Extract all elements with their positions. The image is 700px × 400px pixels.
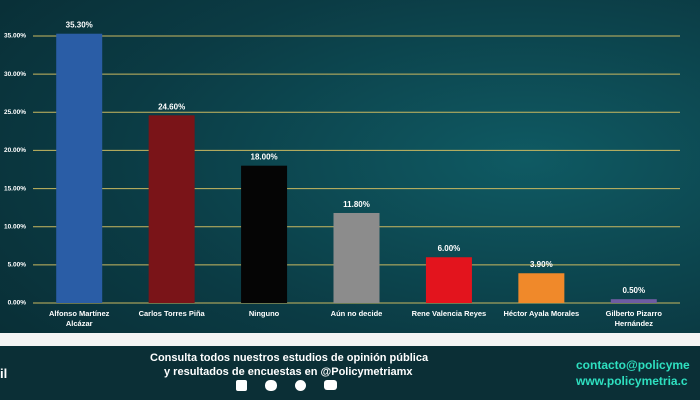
bar [518, 273, 565, 303]
y-tick-label: 20.00% [4, 147, 26, 154]
x-tick-label: Gilberto Pizarro Hernández [605, 309, 662, 328]
y-tick-label: 0.00% [8, 300, 27, 307]
value-label: 11.80% [343, 200, 370, 209]
y-tick-label: 15.00% [4, 185, 26, 192]
y-tick-label: 35.00% [4, 33, 26, 40]
y-tick-label: 10.00% [4, 223, 26, 230]
icon[interactable] [324, 380, 337, 390]
icon[interactable] [265, 380, 277, 391]
bar [148, 115, 195, 303]
x-tick-label: Alfonso Martínez Alcázar [48, 309, 110, 328]
icon[interactable] [295, 380, 306, 391]
value-label: 6.00% [438, 244, 461, 253]
footer-email: contacto@policyme [576, 358, 690, 372]
y-tick-label: 25.00% [4, 109, 26, 116]
bar [241, 165, 288, 303]
footer: il Consulta todos nuestros estudios de o… [0, 346, 700, 400]
x-tick-label: Aún no decide [330, 309, 383, 318]
value-label: 3.90% [530, 260, 553, 269]
value-label: 18.00% [251, 153, 278, 162]
x-tick-label: Ninguno [248, 309, 280, 318]
value-label: 24.60% [158, 102, 185, 111]
y-tick-label: 30.00% [4, 71, 26, 78]
chart: 0.00% 5.00% 10.00% 15.00% 20.00% 25.00% 30.00%… [4, 21, 680, 307]
x-tick-label: Carlos Torres Piña [138, 309, 205, 318]
bar [333, 212, 380, 303]
bar [56, 33, 103, 304]
x-tick-label: Héctor Ayala Morales [503, 309, 580, 318]
divider [0, 333, 700, 346]
bar [425, 257, 472, 303]
x-tick-label: Rene Valencia Reyes [411, 309, 487, 318]
bar [610, 299, 657, 303]
icon[interactable] [236, 380, 247, 391]
value-label: 0.50% [622, 286, 645, 295]
value-label: 35.30% [66, 21, 93, 30]
footer-line: y resultados de encuestas en @Policymetr… [164, 366, 413, 378]
footer-line: Consulta todos nuestros estudios de opin… [150, 352, 429, 364]
y-tick-label: 5.00% [8, 262, 27, 269]
social-icons [236, 380, 337, 391]
footer-left: il [0, 366, 8, 381]
footer-web: www.policymetria.c [576, 374, 688, 388]
